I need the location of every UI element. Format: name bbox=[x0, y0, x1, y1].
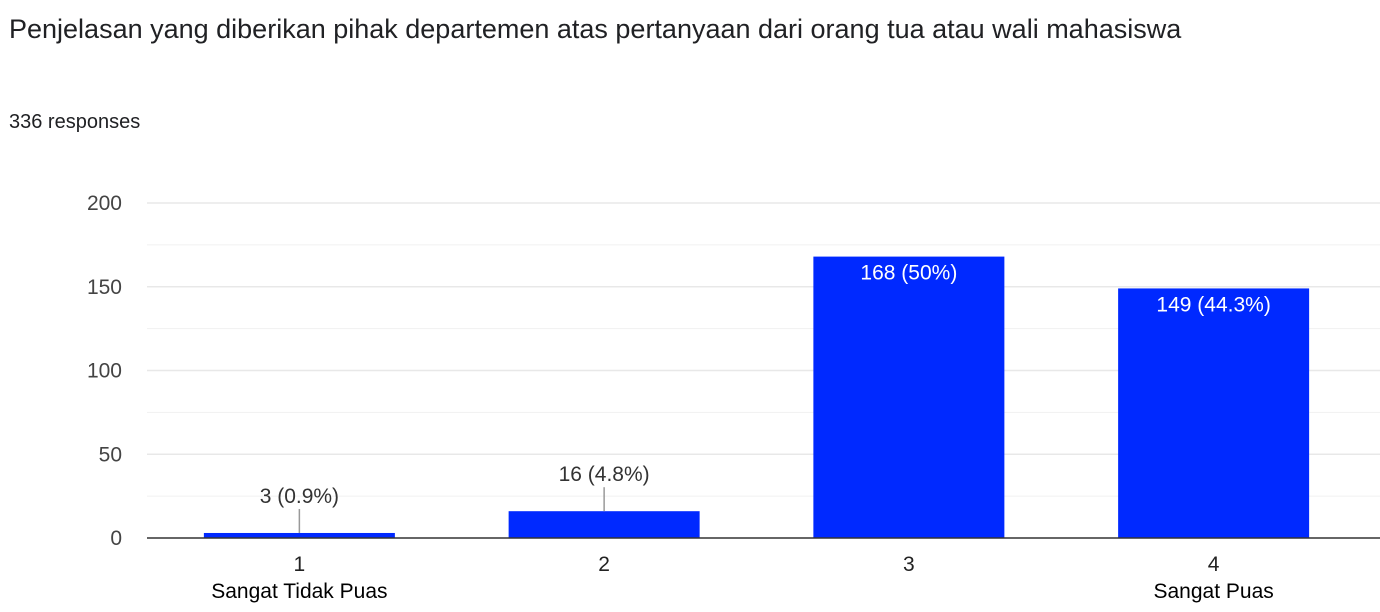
y-tick-label: 150 bbox=[87, 276, 122, 299]
x-axis-labels: 1 Sangat Tidak Puas 2 3 4 Sangat Puas bbox=[211, 553, 1274, 603]
x-tick-label: 3 bbox=[903, 553, 915, 576]
y-tick-label: 200 bbox=[87, 192, 122, 215]
response-count: 336 responses bbox=[9, 111, 141, 133]
data-labels: 3 (0.9%) 16 (4.8%) 168 (50%) 149 (44.3%) bbox=[260, 262, 1271, 533]
bar bbox=[508, 511, 700, 538]
y-tick-label: 50 bbox=[99, 443, 122, 466]
data-label: 3 (0.9%) bbox=[260, 485, 339, 508]
y-tick-label: 0 bbox=[110, 527, 122, 550]
bar bbox=[203, 532, 395, 538]
x-tick-label: 1 bbox=[294, 553, 306, 576]
bar bbox=[813, 256, 1005, 538]
bars bbox=[203, 256, 1310, 538]
x-sublabel: Sangat Tidak Puas bbox=[211, 580, 387, 603]
y-axis-ticks: 0 50 100 150 200 bbox=[87, 192, 122, 550]
x-tick-label: 2 bbox=[598, 553, 610, 576]
data-label: 16 (4.8%) bbox=[559, 463, 650, 486]
x-sublabel: Sangat Puas bbox=[1153, 580, 1273, 603]
data-label: 149 (44.3%) bbox=[1156, 293, 1270, 316]
y-tick-label: 100 bbox=[87, 360, 122, 383]
chart-title: Penjelasan yang diberikan pihak departem… bbox=[9, 14, 1182, 44]
bar bbox=[1118, 288, 1310, 538]
data-label: 168 (50%) bbox=[860, 262, 957, 285]
x-tick-label: 4 bbox=[1208, 553, 1220, 576]
